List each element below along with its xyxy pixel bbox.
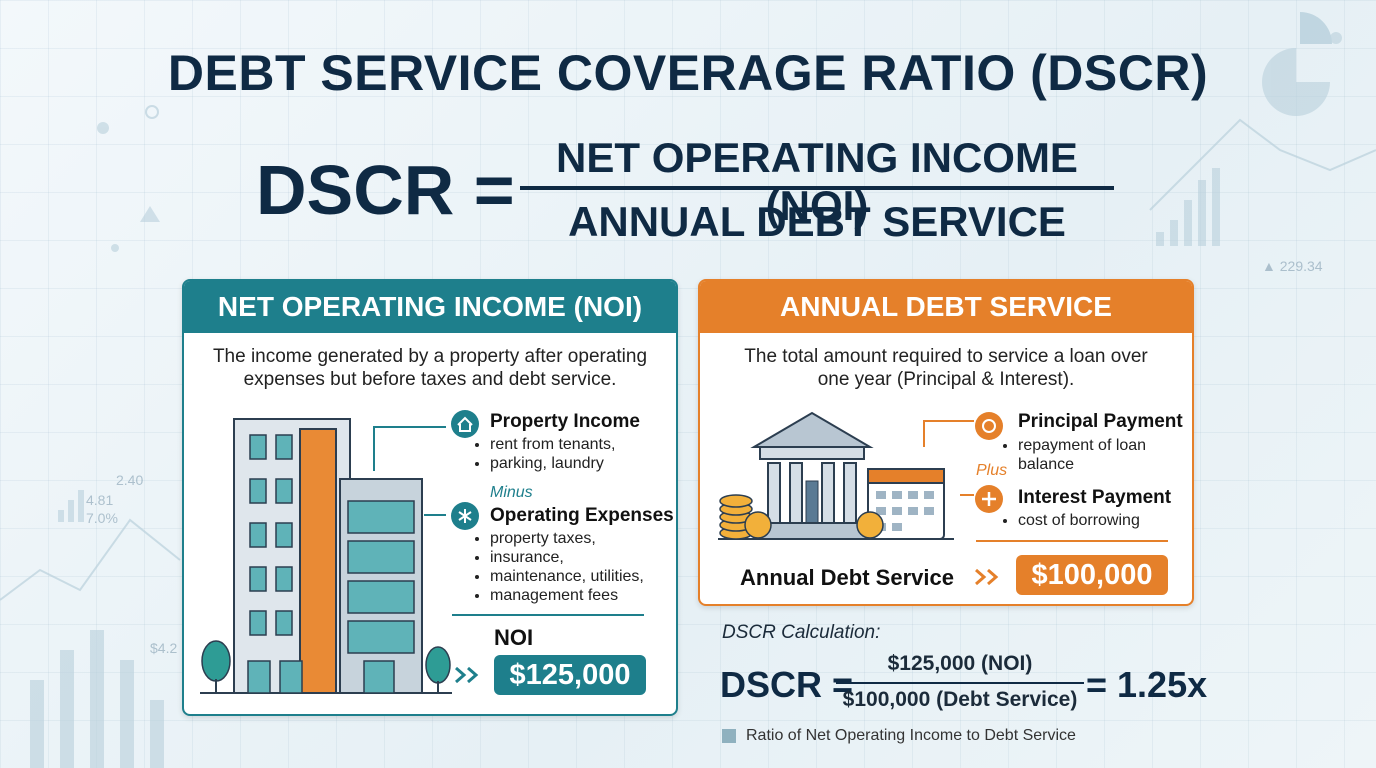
expenses-item: management fees bbox=[490, 586, 644, 605]
divider bbox=[452, 614, 644, 616]
calc-numerator: $125,000 (NOI) bbox=[887, 652, 1033, 675]
legend-swatch bbox=[722, 729, 736, 743]
calc-lhs: DSCR = bbox=[720, 664, 854, 705]
result-value: $100,000 bbox=[1016, 555, 1168, 595]
calc-legend: Ratio of Net Operating Income to Debt Se… bbox=[746, 727, 1076, 744]
bg-label: 7.0% bbox=[86, 510, 118, 526]
interest-label: Interest Payment bbox=[1018, 487, 1172, 508]
income-icon bbox=[451, 410, 479, 438]
chevrons bbox=[975, 568, 999, 586]
expenses-list: property taxes, insurance, maintenance, … bbox=[476, 529, 644, 605]
bg-label: 2.40 bbox=[116, 472, 144, 488]
page-title: DEBT SERVICE COVERAGE RATIO (DSCR) bbox=[167, 45, 1209, 101]
interest-item: cost of borrowing bbox=[1018, 511, 1140, 530]
principal-label: Principal Payment bbox=[1018, 411, 1183, 432]
expenses-item: insurance, bbox=[490, 548, 644, 567]
principal-list: repayment of loan balance bbox=[1004, 436, 1188, 474]
card-title: NET OPERATING INCOME (NOI) bbox=[184, 281, 676, 333]
principal-icon bbox=[975, 412, 1003, 440]
debt-card: ANNUAL DEBT SERVICE The total amount req… bbox=[698, 279, 1194, 606]
fraction-bar bbox=[836, 682, 1084, 684]
calc-heading: DSCR Calculation: bbox=[722, 622, 881, 643]
card-description: The income generated by a property after… bbox=[212, 346, 648, 390]
divider bbox=[976, 540, 1168, 542]
connectors bbox=[923, 420, 974, 496]
card-description: The total amount required to service a l… bbox=[744, 346, 1148, 390]
bg-label: 4.81 bbox=[86, 492, 114, 508]
expenses-label: Operating Expenses bbox=[490, 505, 674, 526]
bank-illustration bbox=[718, 411, 954, 540]
result-label: NOI bbox=[494, 625, 534, 650]
building-illustration bbox=[200, 418, 452, 694]
fraction-bar bbox=[520, 186, 1114, 190]
expenses-icon bbox=[451, 502, 479, 530]
income-list: rent from tenants, parking, laundry bbox=[476, 435, 615, 473]
result-label: Annual Debt Service bbox=[740, 565, 954, 590]
calc-result: = 1.25x bbox=[1086, 664, 1208, 705]
income-item: parking, laundry bbox=[490, 454, 615, 473]
income-item: rent from tenants, bbox=[490, 435, 615, 454]
card-title: ANNUAL DEBT SERVICE bbox=[700, 281, 1192, 333]
interest-icon bbox=[975, 485, 1003, 513]
expenses-item: property taxes, bbox=[490, 529, 644, 548]
principal-item: repayment of loan balance bbox=[1018, 436, 1188, 474]
noi-card: NET OPERATING INCOME (NOI) The income ge… bbox=[182, 279, 678, 716]
expenses-item: maintenance, utilities, bbox=[490, 567, 644, 586]
bg-label: ▲ 229.34 bbox=[1262, 258, 1323, 274]
result-value: $125,000 bbox=[494, 655, 646, 695]
formula-denominator: ANNUAL DEBT SERVICE bbox=[568, 198, 1066, 245]
operator: Plus bbox=[976, 462, 1008, 479]
interest-list: cost of borrowing bbox=[1004, 511, 1140, 530]
income-label: Property Income bbox=[490, 411, 640, 432]
formula-lhs: DSCR = bbox=[256, 151, 515, 229]
calc-denominator: $100,000 (Debt Service) bbox=[842, 688, 1078, 711]
bg-label: $4.2 bbox=[150, 640, 178, 656]
operator: Minus bbox=[490, 484, 533, 501]
chevrons bbox=[455, 666, 479, 684]
